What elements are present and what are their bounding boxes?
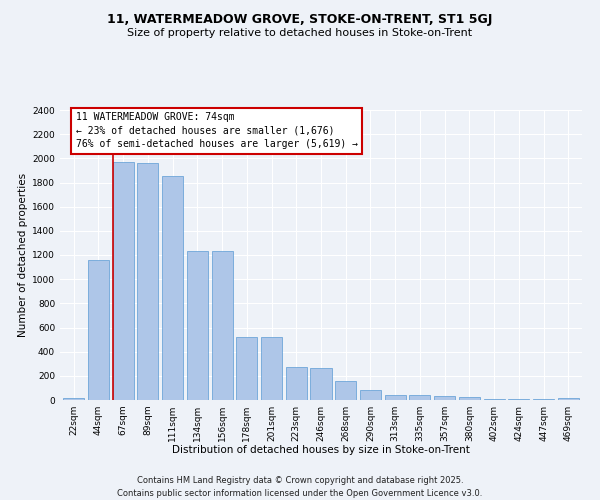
Bar <box>212 252 233 400</box>
Text: 11 WATERMEADOW GROVE: 74sqm
← 23% of detached houses are smaller (1,676)
76% of : 11 WATERMEADOW GROVE: 74sqm ← 23% of det… <box>76 112 358 149</box>
Bar <box>558 398 579 400</box>
Bar <box>360 390 381 400</box>
Bar <box>409 395 430 400</box>
Text: Size of property relative to detached houses in Stoke-on-Trent: Size of property relative to detached ho… <box>127 28 473 38</box>
Bar <box>113 162 134 400</box>
Text: 11, WATERMEADOW GROVE, STOKE-ON-TRENT, ST1 5GJ: 11, WATERMEADOW GROVE, STOKE-ON-TRENT, S… <box>107 12 493 26</box>
Bar <box>187 252 208 400</box>
Bar <box>261 337 282 400</box>
Bar <box>63 398 84 400</box>
Bar <box>484 399 505 400</box>
Bar <box>162 176 183 400</box>
Bar <box>385 395 406 400</box>
X-axis label: Distribution of detached houses by size in Stoke-on-Trent: Distribution of detached houses by size … <box>172 446 470 456</box>
Bar <box>286 367 307 400</box>
Bar <box>459 398 480 400</box>
Bar <box>88 260 109 400</box>
Bar <box>236 337 257 400</box>
Bar <box>434 396 455 400</box>
Text: Contains HM Land Registry data © Crown copyright and database right 2025.
Contai: Contains HM Land Registry data © Crown c… <box>118 476 482 498</box>
Bar <box>335 382 356 400</box>
Bar <box>137 163 158 400</box>
Bar <box>310 368 332 400</box>
Y-axis label: Number of detached properties: Number of detached properties <box>18 173 28 337</box>
